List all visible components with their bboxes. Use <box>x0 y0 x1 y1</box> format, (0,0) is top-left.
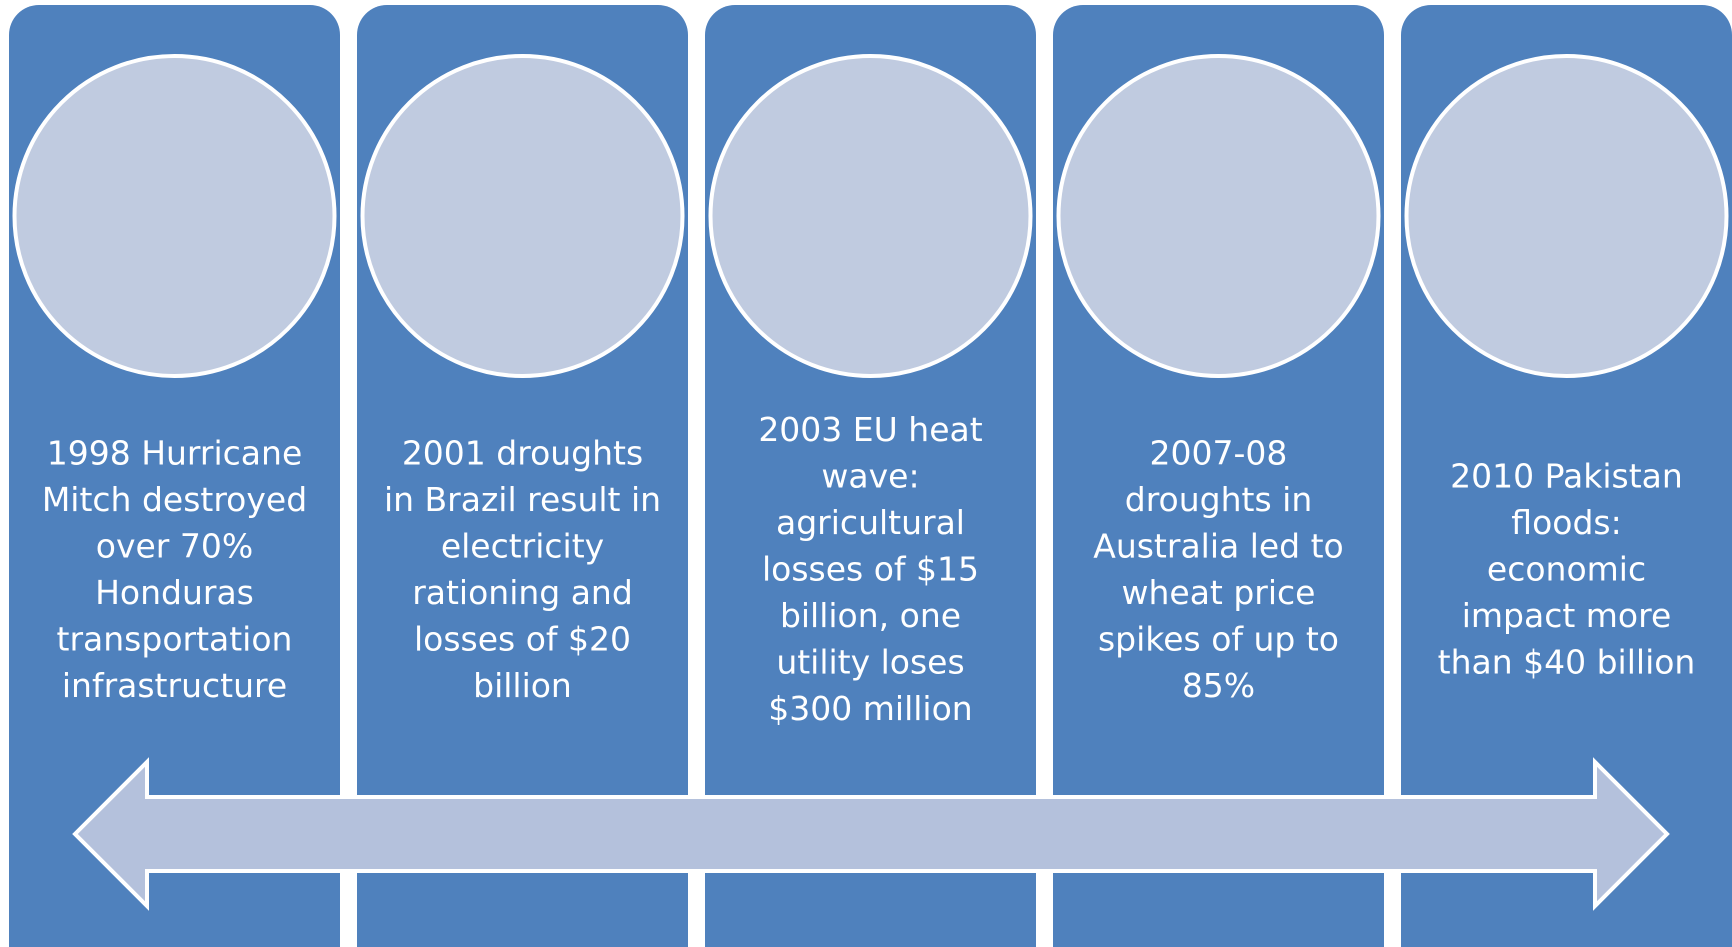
panel-circle <box>1056 54 1381 378</box>
panel-text-line: losses of $20 <box>414 619 631 658</box>
panel-text-line: 2007-08 <box>1150 433 1288 472</box>
panel-text-line: Mitch destroyed <box>42 480 307 519</box>
panel-circle <box>708 54 1033 378</box>
panel-text-line: electricity <box>441 526 604 565</box>
panel-text-line: $300 million <box>768 689 972 728</box>
panel-text-line: wave: <box>821 457 919 496</box>
panel-text-line: utility loses <box>776 643 964 682</box>
panel-circle <box>12 54 337 378</box>
panel-text-line: losses of $15 <box>762 550 979 589</box>
panel-text-line: economic <box>1487 550 1646 589</box>
panel-text-line: infrastructure <box>62 666 287 705</box>
panel-text-line: 85% <box>1182 666 1255 705</box>
panel-text-line: billion, one <box>780 596 961 635</box>
panel-text-line: floods: <box>1511 503 1621 542</box>
panel-text-line: billion <box>473 666 572 705</box>
panel-text-line: 1998 Hurricane <box>47 433 303 472</box>
panel-text-line: over 70% <box>96 526 253 565</box>
panel-text-line: 2001 droughts <box>402 433 643 472</box>
panel-text-line: in Brazil result in <box>384 480 661 519</box>
panels: 1998 Hurricane Mitch destroyed over 70% Hon… <box>9 5 1732 947</box>
panel-circle <box>1404 54 1729 378</box>
panel: 2010 Pakistan floods: economic impact more t… <box>1401 5 1732 947</box>
panel-circle <box>360 54 685 378</box>
panel-text-line: 2010 Pakistan <box>1450 457 1683 496</box>
panel-text-line: agricultural <box>776 503 965 542</box>
panel: 1998 Hurricane Mitch destroyed over 70% Hon… <box>9 5 340 947</box>
panel-text-line: Australia led to <box>1093 526 1344 565</box>
panel-text-line: spikes of up to <box>1098 619 1339 658</box>
panel-text-line: Honduras <box>95 573 254 612</box>
panel: 2003 EU heat wave: agricultural losses of $… <box>705 5 1036 947</box>
panel-text-line: 2003 EU heat <box>758 410 982 449</box>
panel: 2007-08 droughts in Australia led to wheat … <box>1053 5 1384 947</box>
panel-text-line: rationing and <box>412 573 633 612</box>
double-arrow <box>72 757 1670 911</box>
panel-text-line: wheat price <box>1122 573 1316 612</box>
panel-text-line: impact more <box>1462 596 1672 635</box>
panel: 2001 droughts in Brazil result in electric… <box>357 5 688 947</box>
panel-text-line: than $40 billion <box>1438 643 1696 682</box>
panel-text-line: droughts in <box>1125 480 1312 519</box>
panel-text-line: transportation <box>57 619 293 658</box>
